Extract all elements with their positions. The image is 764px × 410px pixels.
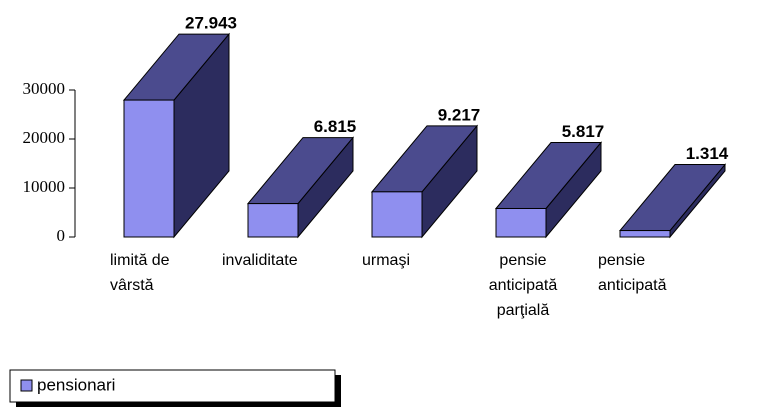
x-tick-label: pensie anticipată <box>598 252 667 294</box>
x-tick-label: urmaşi <box>362 252 411 269</box>
bar-front <box>371 191 423 238</box>
bar-front <box>123 99 175 238</box>
value-label: 1.314 <box>686 144 729 163</box>
bar-front <box>495 207 547 238</box>
y-tick-label: 10000 <box>23 177 66 196</box>
bar-top <box>618 164 727 232</box>
x-tick-label: pensie anticipată parţială <box>488 252 558 319</box>
y-tick-label: 20000 <box>23 128 66 147</box>
value-label: 27.943 <box>185 14 237 33</box>
value-label: 5.817 <box>562 122 605 141</box>
bar-front <box>247 203 299 238</box>
legend-swatch <box>20 379 33 392</box>
value-label: 6.815 <box>314 117 357 136</box>
y-tick-label: 0 <box>57 226 66 245</box>
legend-box <box>9 369 336 403</box>
y-tick-label: 30000 <box>23 79 66 98</box>
legend-label: pensionari <box>37 375 115 394</box>
bar-front <box>619 230 671 238</box>
x-tick-label: invaliditate <box>222 252 298 269</box>
value-label: 9.217 <box>438 105 481 124</box>
x-tick-label: limită de vârstă <box>110 252 170 294</box>
